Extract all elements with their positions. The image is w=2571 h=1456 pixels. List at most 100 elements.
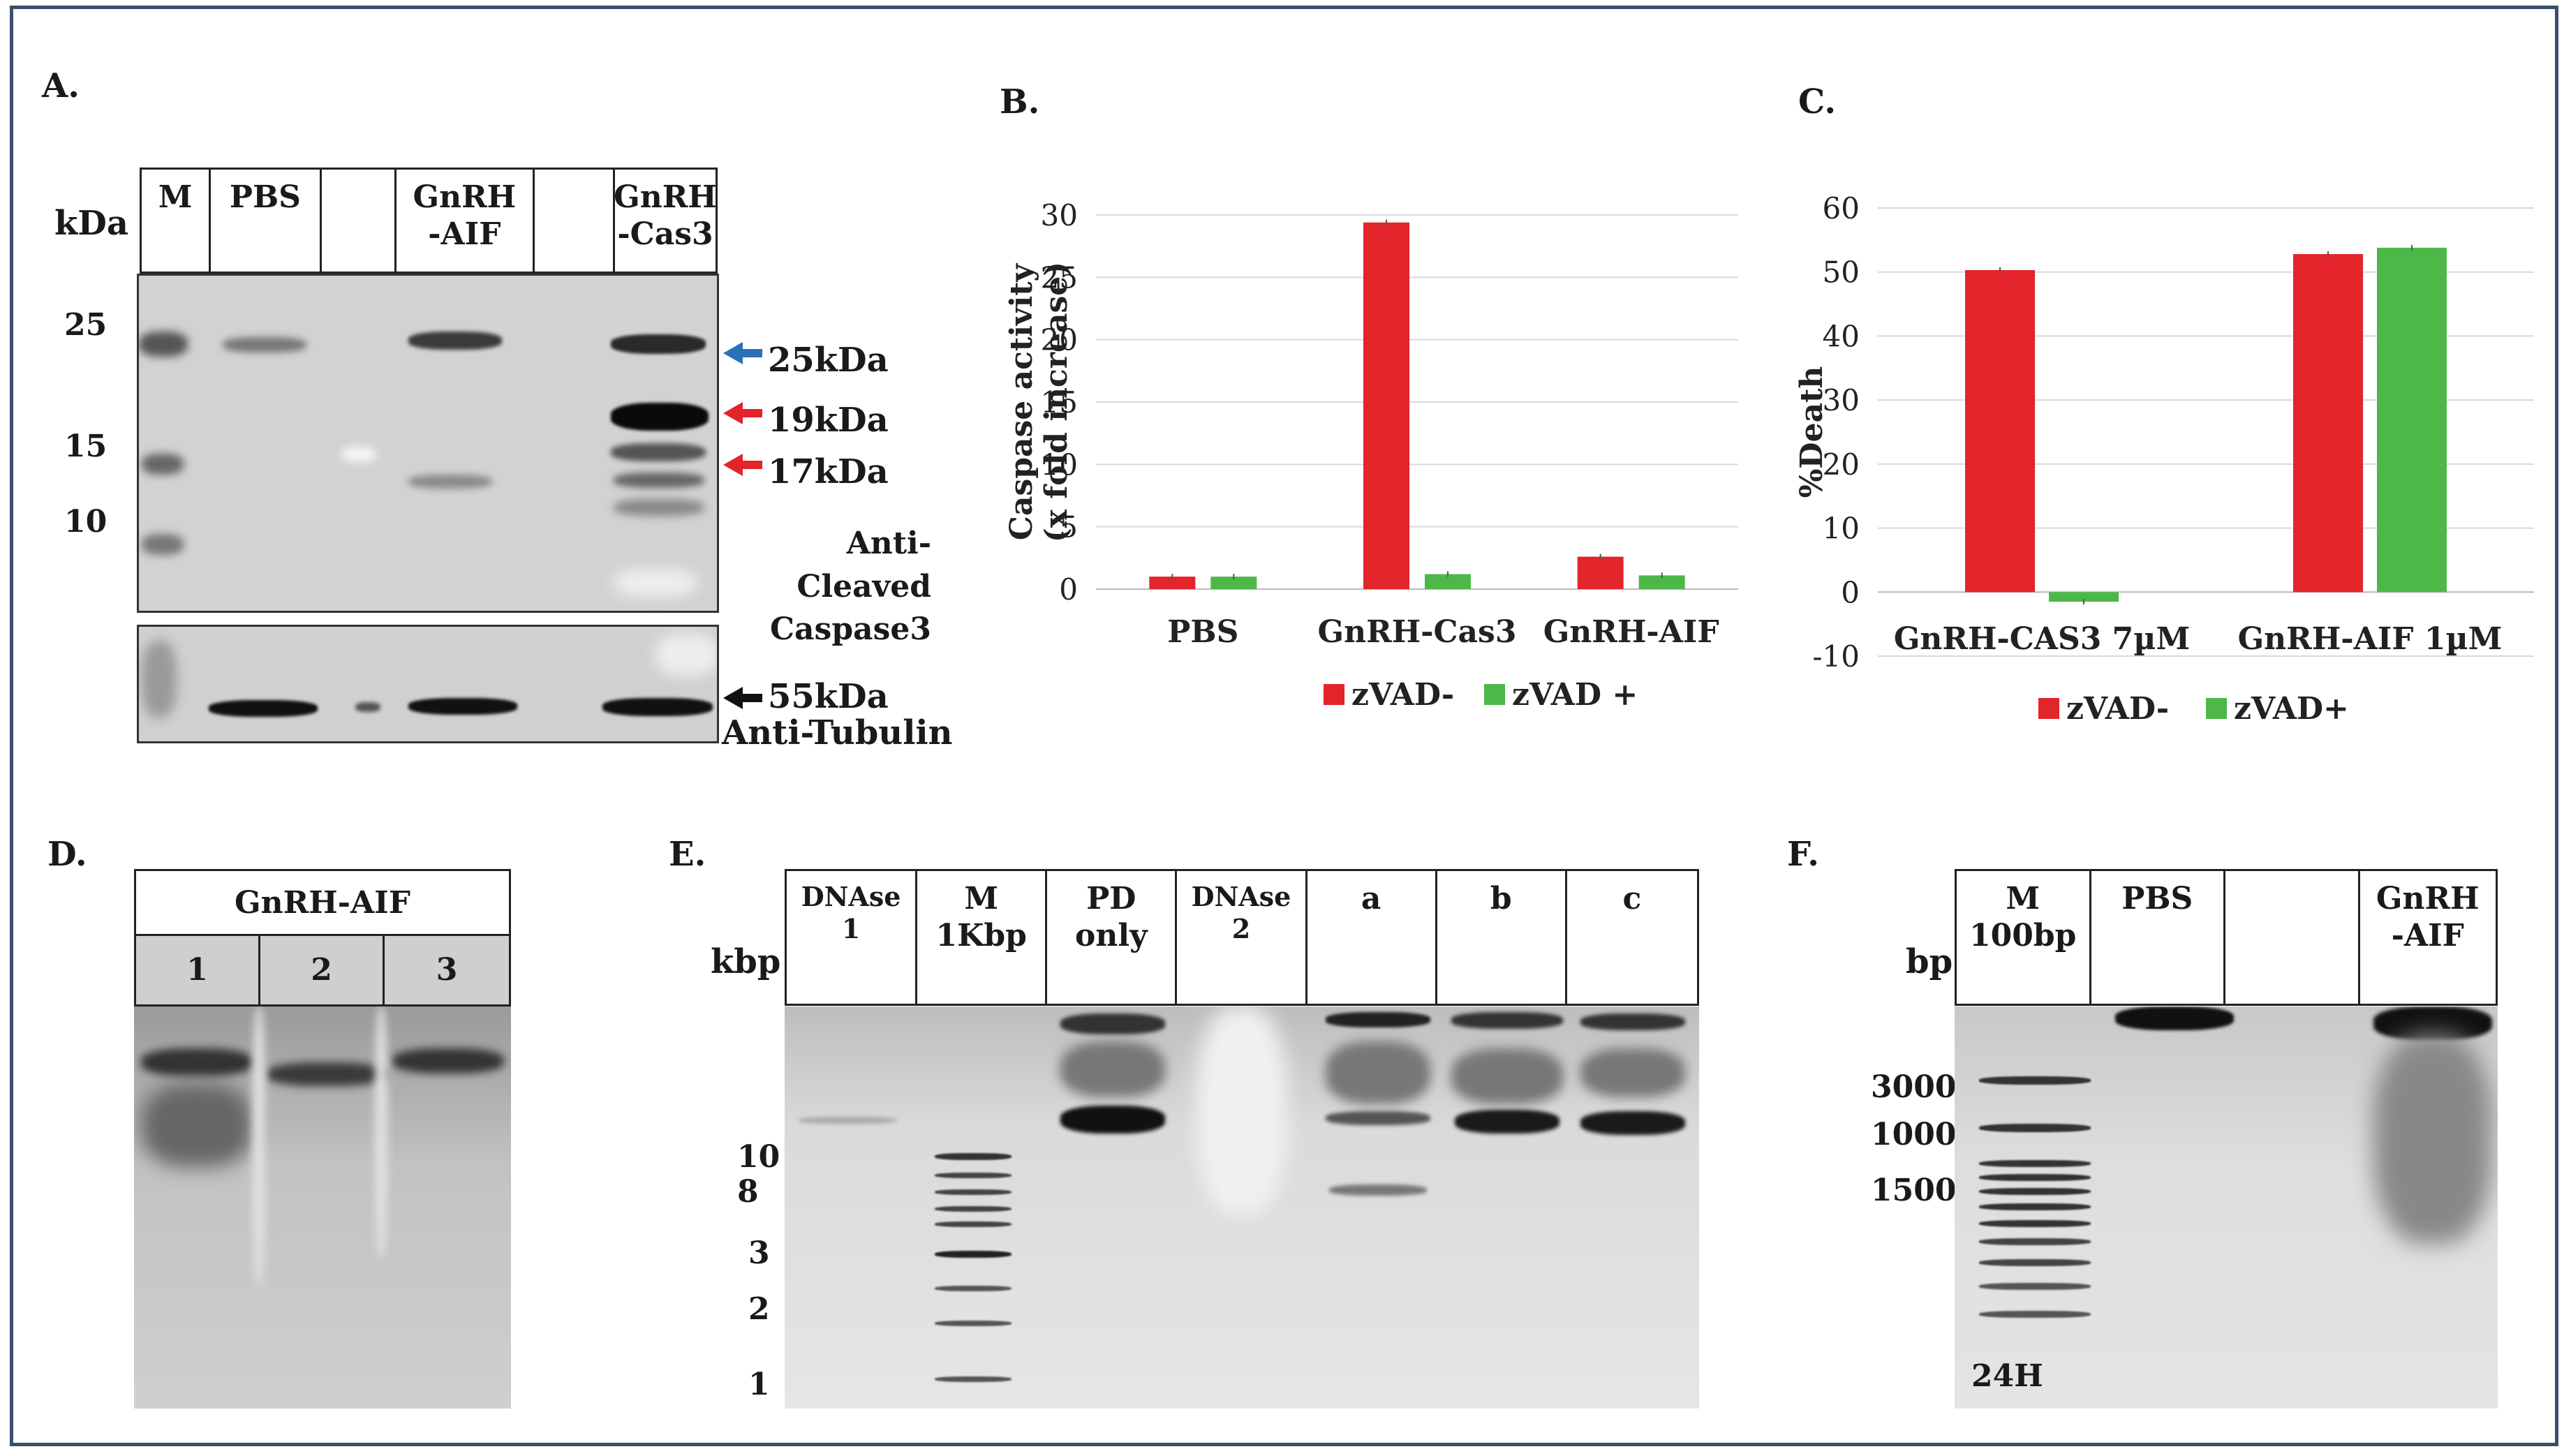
blot-lane-header: M PBS GnRH -AIF GnRH -Cas3 [140, 168, 718, 274]
tubulin-blot [137, 625, 719, 743]
marker-e-10: 10 [737, 1139, 780, 1175]
panel-e-unit: kbp [711, 942, 781, 981]
marker-f-1000: 1000 [1871, 1117, 1957, 1152]
legend-label: zVAD- [1351, 677, 1454, 713]
arrow-19kda [723, 402, 762, 424]
panel-c-label: C. [1798, 82, 1837, 121]
bar-zvad-plus [1638, 575, 1685, 589]
blot-arrows [723, 342, 762, 709]
panel-f-gel [1955, 1006, 2498, 1409]
bar-zvad-plus [1210, 577, 1257, 589]
marker-15: 15 [64, 429, 108, 464]
figure-frame [10, 6, 2558, 1446]
y-axis-label: Caspase activity [1004, 262, 1039, 540]
marker-e-1: 1 [748, 1367, 770, 1402]
legend-label: zVAD + [1512, 677, 1638, 713]
panel-f-lane-header: M 100bp PBS GnRH -AIF [1955, 869, 2498, 1006]
gel-e-lane-2: M 1Kbp [917, 871, 1048, 1004]
legend-swatch [1324, 684, 1344, 705]
marker-f-3000: 3000 [1871, 1069, 1957, 1105]
band-label-19kda: 19kDa [768, 401, 889, 440]
y-tick-label: 25 [1041, 260, 1078, 295]
gel-d-lane-2: 2 [260, 936, 385, 1004]
bar-zvad-plus [2377, 247, 2447, 593]
panel-d-label: D. [47, 835, 87, 874]
arrow-25kda [723, 342, 762, 364]
gel-f-lane-4: GnRH -AIF [2376, 881, 2480, 953]
blot-lane-4: GnRH -AIF [397, 170, 535, 272]
panel-e-label: E. [669, 835, 706, 874]
panel-d-title: GnRH-AIF [134, 869, 511, 936]
bar-zvad-minus [1577, 556, 1624, 589]
bar-zvad-plus [2049, 592, 2119, 602]
gel-e-lane-5: a [1307, 871, 1437, 1004]
y-tick-label: 10 [1823, 512, 1860, 546]
y-tick-label: 30 [1041, 198, 1078, 232]
blot-lane-2: PBS [211, 170, 322, 272]
bar-zvad-minus [1965, 269, 2035, 593]
panel-a-label: A. [42, 66, 80, 105]
bar-zvad-minus [1149, 577, 1196, 589]
y-axis-label: (x fold increase) [1039, 262, 1074, 542]
caspase3-blot [137, 274, 719, 613]
marker-f-1500: 1500 [1871, 1173, 1957, 1208]
panel-e-gel [785, 1006, 1699, 1409]
y-tick-label: 50 [1823, 255, 1860, 290]
gel-e-lane-4: DNAse 2 [1177, 871, 1307, 1004]
y-tick-label: 15 [1041, 385, 1078, 419]
y-tick-label: 0 [1059, 572, 1078, 607]
gel-e-lane-3: PD only [1047, 871, 1178, 1004]
band-label-25kda: 25kDa [768, 341, 889, 380]
y-tick-label: 10 [1041, 447, 1078, 482]
y-tick-label: 40 [1823, 319, 1860, 353]
tubulin-kda-label: 55kDa [768, 677, 889, 716]
antibody-caspase3-label: Anti-Cleaved Caspase3 [770, 526, 931, 648]
y-tick-label: 0 [1841, 575, 1860, 609]
y-axis-label: %Death [1794, 366, 1830, 498]
panel-b-label: B. [1000, 82, 1040, 121]
gel-e-lane-1: DNAse 1 [787, 871, 918, 1004]
time-label-24h: 24H [1971, 1358, 2043, 1394]
gel-f-lane-1: M 100bp [1957, 871, 2091, 1004]
panel-f-unit: bp [1906, 942, 1953, 981]
y-tick-label: 60 [1823, 191, 1860, 225]
gel-d-lane-3: 3 [436, 951, 458, 988]
arrow-17kda [723, 454, 762, 476]
blot-lane-3 [322, 170, 397, 272]
panel-d-gel [134, 1006, 511, 1409]
x-category-label: GnRH-AIF 1µM [2238, 621, 2503, 657]
band-label-17kda: 17kDa [768, 452, 889, 491]
x-category-label: GnRH-Cas3 [1318, 614, 1517, 650]
x-category-label: PBS [1167, 614, 1238, 650]
x-category-label: GnRH-AIF [1543, 614, 1719, 650]
chart-percent-death: -10 0 10 20 30 40 50 60 GnRH-CAS3 7µM GnRH-AIF 1µ… [1794, 191, 2534, 727]
panel-f-label: F. [1787, 835, 1819, 874]
legend-label: zVAD- [2066, 691, 2169, 727]
legend-swatch [2206, 698, 2227, 719]
y-tick-label: -10 [1812, 639, 1860, 674]
gel-e-lane-7: c [1622, 881, 1642, 916]
gel-f-lane-3 [2225, 871, 2360, 1004]
blot-lane-5 [535, 170, 615, 272]
marker-10: 10 [64, 504, 108, 540]
marker-25: 25 [64, 307, 108, 343]
gel-e-lane-6: b [1437, 871, 1567, 1004]
gel-f-lane-2: PBS [2091, 871, 2226, 1004]
y-tick-label: 20 [1823, 447, 1860, 482]
marker-e-2: 2 [748, 1291, 770, 1327]
marker-e-3: 3 [748, 1235, 770, 1271]
chart-caspase-activity: 0 5 10 15 20 25 30 PBS GnRH-Cas3 GnRH-AIF Caspase … [1004, 198, 1738, 713]
y-tick-label: 20 [1041, 323, 1078, 357]
legend-swatch [1484, 684, 1505, 705]
legend-label: zVAD+ [2234, 691, 2349, 727]
blot-lane-1: M [142, 170, 212, 272]
bar-zvad-minus [2293, 254, 2363, 593]
gel-d-lane-1: 1 [136, 936, 261, 1004]
y-tick-label: 5 [1059, 510, 1078, 544]
bar-zvad-plus [1425, 574, 1471, 589]
bar-zvad-minus [1363, 222, 1409, 590]
kda-unit-label: kDa [54, 204, 128, 243]
blot-lane-6: GnRH -Cas3 [614, 179, 717, 252]
